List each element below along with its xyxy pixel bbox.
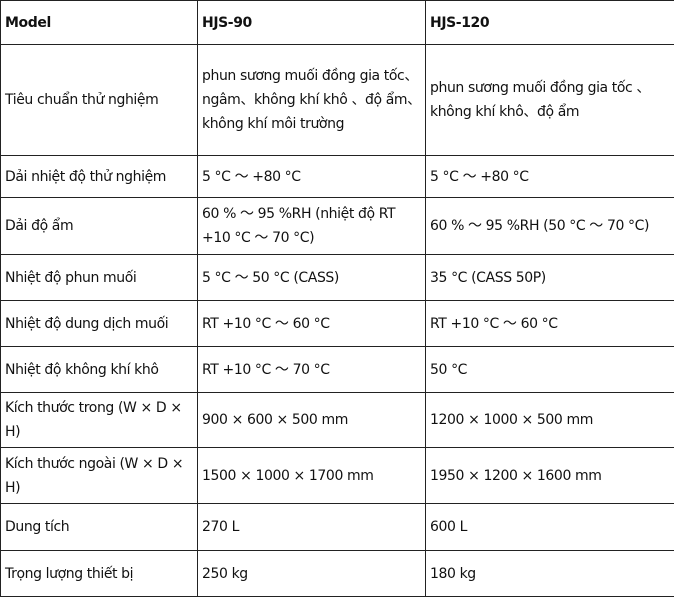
cell-value: 180 kg [426, 551, 674, 597]
header-row: Model HJS-90 HJS-120 [1, 1, 674, 45]
row-label: Trọng lượng thiết bị [1, 551, 198, 597]
cell-value: 5 °C ～ +80 °C [198, 156, 426, 198]
cell-value: 1500 × 1000 × 1700 mm [198, 448, 426, 504]
row-label: Kích thước ngoài (W × D × H) [1, 448, 198, 504]
cell-value: 35 °C (CASS 50P) [426, 255, 674, 301]
row-label: Nhiệt độ phun muối [1, 255, 198, 301]
cell-value: 60 % ～ 95 %RH (50 °C ～ 70 °C) [426, 198, 674, 255]
header-cell: Model [1, 1, 198, 45]
cell-value: 1950 × 1200 × 1600 mm [426, 448, 674, 504]
row-label: Kích thước trong (W × D × H) [1, 393, 198, 448]
cell-value: RT +10 °C ～ 70 °C [198, 347, 426, 393]
table-row: Kích thước trong (W × D × H)900 × 600 × … [1, 393, 674, 448]
cell-value: 5 °C ～ +80 °C [426, 156, 674, 198]
cell-value: 600 L [426, 504, 674, 551]
cell-value: 270 L [198, 504, 426, 551]
table-row: Kích thước ngoài (W × D × H)1500 × 1000 … [1, 448, 674, 504]
header-cell: HJS-120 [426, 1, 674, 45]
row-label: Dải độ ẩm [1, 198, 198, 255]
cell-value: phun sương muối đồng gia tốc、ngâm、không … [198, 45, 426, 156]
cell-value: 900 × 600 × 500 mm [198, 393, 426, 448]
header-cell: HJS-90 [198, 1, 426, 45]
row-label: Tiêu chuẩn thử nghiệm [1, 45, 198, 156]
cell-value: RT +10 °C ～ 60 °C [426, 301, 674, 347]
row-label: Dải nhiệt độ thử nghiệm [1, 156, 198, 198]
row-label: Nhiệt độ dung dịch muối [1, 301, 198, 347]
row-label: Dung tích [1, 504, 198, 551]
cell-value: 60 % ～ 95 %RH (nhiệt độ RT +10 °C ～ 70 °… [198, 198, 426, 255]
cell-value: phun sương muối đồng gia tốc 、không khí … [426, 45, 674, 156]
cell-value: 5 °C ～ 50 °C (CASS) [198, 255, 426, 301]
cell-value: 1200 × 1000 × 500 mm [426, 393, 674, 448]
row-label: Nhiệt độ không khí khô [1, 347, 198, 393]
cell-value: RT +10 °C ～ 60 °C [198, 301, 426, 347]
cell-value: 50 °C [426, 347, 674, 393]
cell-value: 250 kg [198, 551, 426, 597]
